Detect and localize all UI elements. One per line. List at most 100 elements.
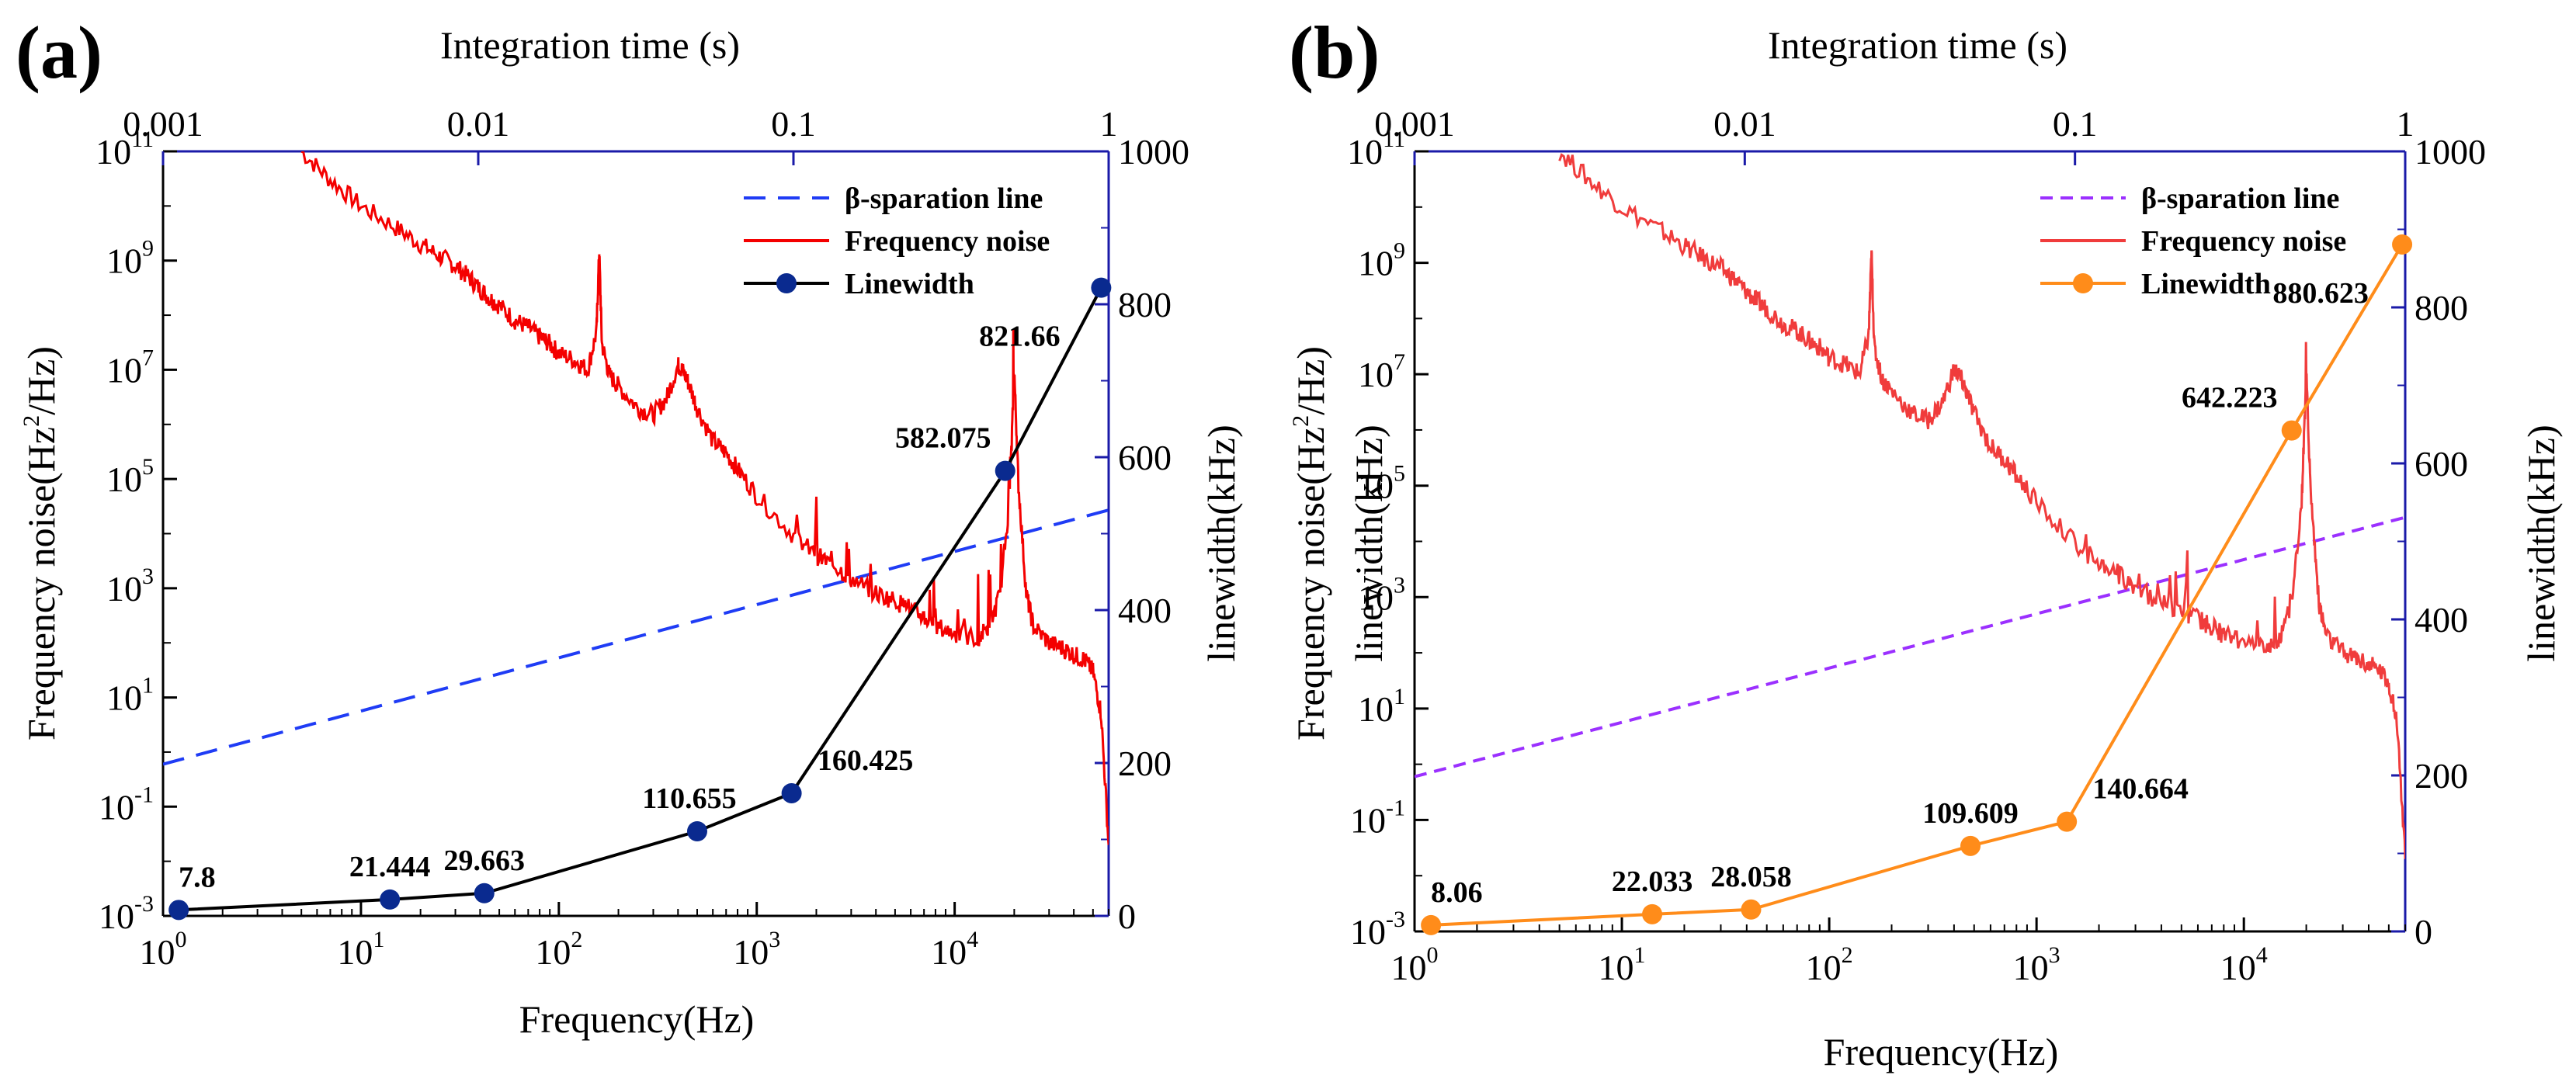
x-axis-title-a: Frequency(Hz) — [519, 997, 755, 1041]
separation-line-series-a — [163, 508, 1109, 766]
panel-label-a: (a) — [16, 11, 102, 94]
top-tick-label-b: 0.01 — [1713, 104, 1776, 144]
y-right-tick-label-a: 800 — [1118, 285, 1172, 324]
panel-label-b: (b) — [1289, 11, 1380, 94]
y-left-tick-label-a: 103 — [106, 564, 154, 609]
linewidth-series-b — [1431, 243, 2404, 927]
y-left-tick-label-b: 105 — [1358, 461, 1405, 506]
y-right-tick-label-b: 400 — [2415, 600, 2468, 640]
x-tick-label-b: 103 — [2013, 942, 2060, 987]
linewidth-series-a — [179, 286, 1103, 912]
x-tick-label-a: 102 — [535, 927, 582, 972]
y-left-tick-label-b: 109 — [1358, 238, 1405, 283]
y-left-title-a: Frequency noise(Hz2/Hz) — [19, 346, 63, 740]
top-tick-label-b: 1 — [2397, 104, 2415, 144]
linewidth-data-label-a: 29.663 — [444, 844, 526, 877]
y-left-tick-label-a: 109 — [106, 236, 154, 281]
y-right-title-a: linewidth(kHz) — [1199, 425, 1243, 661]
linewidth-point-a — [781, 782, 802, 803]
frequency-noise-series-b — [1558, 153, 2405, 859]
separation-line-series-b — [1415, 515, 2405, 779]
linewidth-data-label-a: 582.075 — [895, 422, 991, 455]
legend-label-separation-b: β-sparation line — [2141, 182, 2339, 215]
legend-label-noise-a: Frequency noise — [845, 225, 1050, 258]
linewidth-data-label-b: 28.058 — [1710, 861, 1792, 893]
legend-a: β-sparation line Frequency noise Linewidth — [744, 182, 1050, 300]
y-right-tick-label-a: 0 — [1118, 896, 1136, 936]
y-left-tick-label-b: 10-3 — [1350, 907, 1405, 952]
x-tick-label-b: 101 — [1599, 942, 1646, 987]
linewidth-data-label-b: 8.06 — [1431, 876, 1483, 909]
linewidth-data-label-a: 7.8 — [179, 861, 216, 893]
x-tick-label-a: 100 — [140, 927, 187, 972]
linewidth-point-b — [1960, 835, 1981, 856]
y-left-tick-label-a: 105 — [106, 454, 154, 499]
linewidth-point-b — [1642, 903, 1663, 924]
top-tick-label-b: 0.001 — [1374, 104, 1455, 144]
linewidth-point-a — [168, 900, 189, 921]
top-axis-title-b: Integration time (s) — [1768, 23, 2067, 67]
top-tick-label-a: 1 — [1100, 104, 1118, 144]
legend-label-linewidth-a: Linewidth — [845, 268, 974, 300]
x-axis-title-b: Frequency(Hz) — [1824, 1030, 2059, 1073]
linewidth-point-a — [686, 821, 707, 842]
y-left-tick-label-b: 10-1 — [1350, 795, 1405, 840]
legend-label-separation-a: β-sparation line — [845, 182, 1043, 215]
y-left-tick-label-a: 10-3 — [99, 891, 154, 936]
panel-b: (b) Integration time (s) Frequency(Hz) F… — [1288, 11, 2563, 1073]
y-left-tick-label-b: 103 — [1358, 572, 1405, 617]
y-right-tick-label-b: 800 — [2415, 288, 2468, 328]
y-left-tick-label-a: 107 — [106, 345, 154, 390]
linewidth-data-label-b: 140.664 — [2092, 773, 2189, 806]
linewidth-point-a — [995, 460, 1015, 481]
top-tick-label-a: 0.1 — [771, 104, 816, 144]
legend-marker-linewidth-a — [776, 273, 797, 293]
top-tick-label-b: 0.1 — [2053, 104, 2098, 144]
y-left-tick-label-a: 1011 — [95, 127, 154, 172]
y-right-tick-label-a: 1000 — [1118, 132, 1189, 172]
linewidth-point-a — [474, 883, 495, 903]
frequency-noise-series-a — [300, 151, 1109, 845]
y-left-tick-label-a: 101 — [106, 673, 154, 718]
top-axis-title-a: Integration time (s) — [440, 23, 740, 67]
y-left-extra-title-b: linewidth(kHz) — [1347, 425, 1390, 661]
legend-marker-linewidth-b — [2073, 273, 2093, 293]
x-tick-label-a: 101 — [337, 927, 384, 972]
linewidth-data-label-a: 21.444 — [349, 851, 431, 883]
y-left-title-b: Frequency noise(Hz2/Hz) — [1288, 346, 1332, 740]
y-left-tick-label-b: 107 — [1358, 349, 1405, 394]
linewidth-point-a — [380, 889, 401, 910]
linewidth-point-b — [1421, 914, 1442, 935]
x-tick-label-a: 104 — [931, 927, 978, 972]
legend-label-noise-b: Frequency noise — [2141, 225, 2346, 258]
y-left-tick-label-b: 101 — [1358, 684, 1405, 729]
y-left-tick-label-a: 10-1 — [99, 782, 154, 827]
y-right-title-b: linewidth(kHz) — [2519, 425, 2563, 661]
linewidth-data-label-a: 160.425 — [818, 744, 914, 777]
legend-b: β-sparation line Frequency noise Linewidth — [2040, 182, 2346, 300]
linewidth-point-b — [2057, 811, 2078, 832]
panel-a: (a) Integration time (s) Frequency(Hz) F… — [16, 11, 1243, 1041]
x-tick-label-b: 102 — [1806, 942, 1853, 987]
linewidth-point-b — [1741, 899, 1762, 920]
top-tick-label-a: 0.001 — [123, 104, 203, 144]
top-tick-label-a: 0.01 — [447, 104, 510, 144]
linewidth-point-a — [1091, 277, 1112, 298]
y-right-tick-label-a: 200 — [1118, 744, 1172, 783]
y-right-tick-label-a: 600 — [1118, 438, 1172, 477]
linewidth-data-label-b: 880.623 — [2272, 277, 2369, 310]
x-tick-label-b: 104 — [2220, 942, 2268, 987]
legend-label-linewidth-b: Linewidth — [2141, 268, 2271, 300]
x-tick-label-a: 103 — [733, 927, 780, 972]
y-right-tick-label-a: 400 — [1118, 591, 1172, 630]
linewidth-data-label-b: 109.609 — [1922, 797, 2019, 830]
linewidth-data-label-b: 22.033 — [1612, 865, 1693, 898]
y-left-tick-label-b: 1011 — [1347, 127, 1405, 172]
linewidth-point-b — [2281, 420, 2302, 441]
y-right-tick-label-b: 200 — [2415, 756, 2468, 796]
linewidth-point-b — [2392, 234, 2413, 255]
linewidth-data-label-b: 642.223 — [2182, 382, 2278, 414]
y-right-tick-label-b: 600 — [2415, 444, 2468, 484]
x-tick-label-b: 100 — [1391, 942, 1439, 987]
